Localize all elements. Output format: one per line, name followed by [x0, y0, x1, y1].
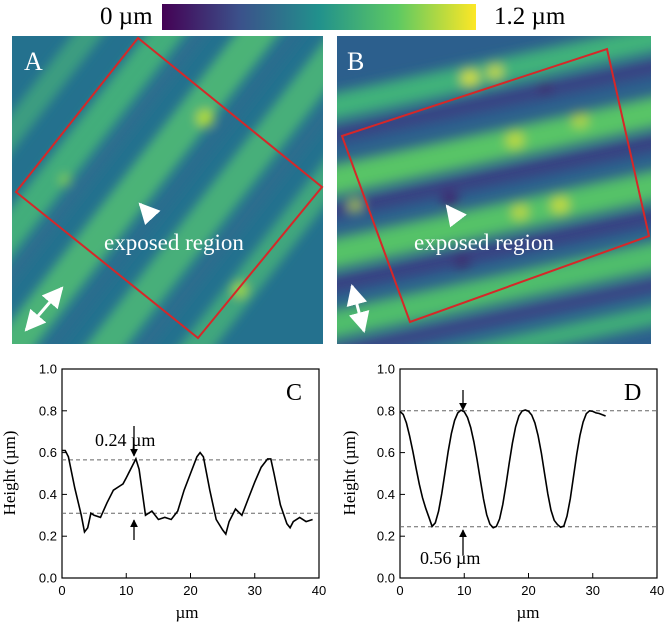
chart-d-series-line — [399, 409, 606, 529]
chart-c-x-label: µm — [175, 603, 198, 622]
chart-d-x-ticks: 0 10 20 30 40 — [396, 573, 664, 598]
panel-b-exposure-frame — [340, 47, 651, 324]
chart-c-letter: C — [286, 380, 302, 406]
chart-d-y-tick-label: 0.2 — [377, 529, 395, 544]
panel-b-polarization-arrow — [346, 283, 370, 334]
chart-d-y-tick-label: 1.0 — [377, 362, 395, 377]
chart-d-x-tick-label: 10 — [457, 583, 471, 598]
chart-c: 0.0 0.2 0.4 0.6 0.8 1.0 0 10 20 30 40 C 0.24 µm µ… — [0, 362, 326, 623]
chart-c-reference-lines — [62, 459, 319, 514]
chart-d-x-tick-label: 40 — [650, 583, 664, 598]
chart-c-y-tick-label: 0.8 — [39, 403, 57, 418]
chart-d-y-tick-label: 0.0 — [377, 571, 395, 586]
chart-d-y-ticks: 0.0 0.2 0.4 0.6 0.8 1.0 — [377, 362, 405, 586]
chart-d-x-tick-label: 20 — [521, 583, 535, 598]
panel-b-letter: B — [347, 47, 364, 76]
chart-c-y-tick-label: 0.2 — [39, 529, 57, 544]
panel-a-pointer-arrow — [138, 202, 161, 226]
panel-a-annotation: exposed region — [104, 230, 244, 255]
chart-c-annotation: 0.24 µm — [95, 430, 155, 450]
chart-d-y-tick-label: 0.4 — [377, 487, 395, 502]
panel-a-letter: A — [24, 47, 43, 76]
chart-c-y-label: Height (µm) — [0, 431, 19, 516]
chart-d-x-tick-label: 30 — [586, 583, 600, 598]
chart-d-frame — [399, 368, 658, 579]
panel-a-exposure-frame — [14, 36, 324, 340]
chart-d-x-label: µm — [516, 603, 539, 622]
chart-d-y-tick-label: 0.8 — [377, 403, 395, 418]
chart-d-letter: D — [624, 380, 641, 406]
chart-d-y-tick-label: 0.6 — [377, 445, 395, 460]
panel-b: B exposed region — [337, 36, 651, 344]
chart-d-x-tick-label: 0 — [396, 583, 403, 598]
chart-c-x-tick-label: 40 — [312, 583, 326, 598]
chart-c-x-ticks: 0 10 20 30 40 — [58, 573, 326, 598]
chart-c-x-tick-label: 30 — [248, 583, 262, 598]
chart-d-annotation: 0.56 µm — [420, 548, 480, 568]
chart-c-y-ticks: 0.0 0.2 0.4 0.6 0.8 1.0 — [39, 362, 67, 586]
panel-b-annotation: exposed region — [414, 230, 554, 255]
chart-c-x-tick-label: 10 — [119, 583, 133, 598]
chart-c-x-tick-label: 20 — [183, 583, 197, 598]
chart-c-y-tick-label: 0.6 — [39, 445, 57, 460]
chart-c-y-tick-label: 0.4 — [39, 487, 57, 502]
colorbar — [162, 4, 476, 30]
chart-d-y-label: Height (µm) — [340, 431, 359, 516]
panel-b-pointer-arrow — [445, 204, 467, 228]
chart-c-y-tick-label: 0.0 — [39, 571, 57, 586]
panel-a: A exposed region — [12, 36, 324, 344]
chart-d: 0.0 0.2 0.4 0.6 0.8 1.0 0 10 20 30 40 D 0.56 µm µ… — [340, 362, 664, 623]
panel-b-stripes — [337, 36, 651, 344]
colorbar-max-label: 1.2 µm — [494, 3, 566, 30]
chart-c-series-line — [62, 449, 313, 536]
chart-c-x-tick-label: 0 — [58, 583, 65, 598]
chart-c-y-tick-label: 1.0 — [39, 362, 57, 377]
colorbar-min-label: 0 µm — [100, 3, 153, 30]
panel-a-polarization-arrow — [24, 286, 64, 332]
